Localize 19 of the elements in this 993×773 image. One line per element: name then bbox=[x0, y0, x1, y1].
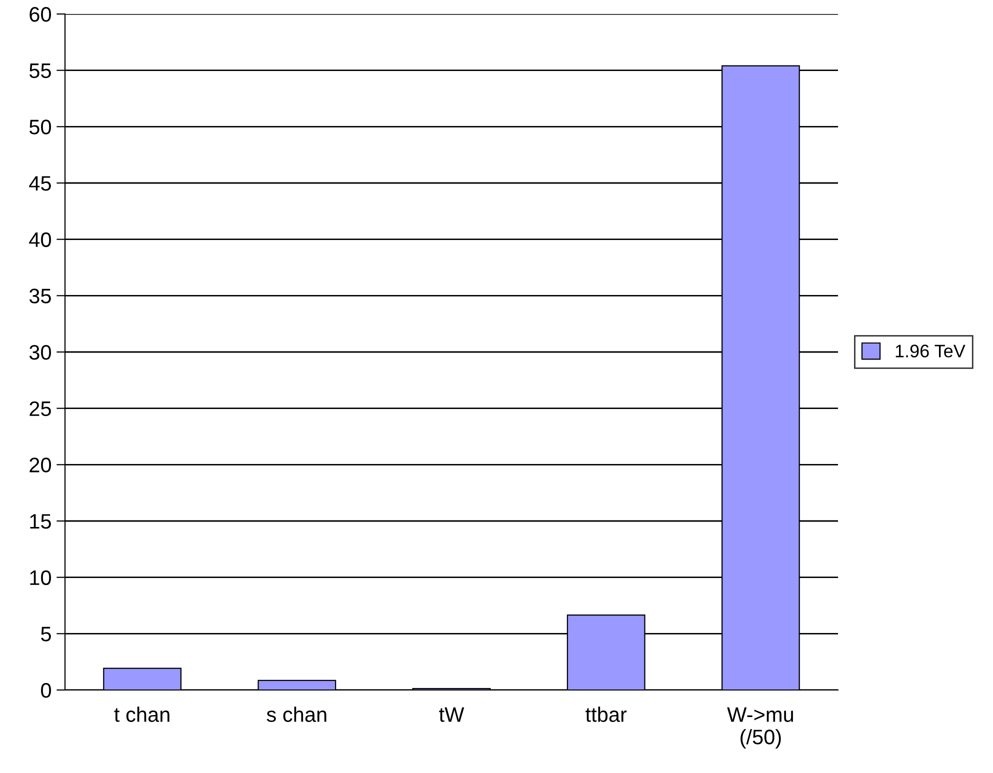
x-tick-label: s chan bbox=[266, 706, 326, 722]
y-tick-label: 30 bbox=[29, 345, 51, 360]
y-tick-label: 60 bbox=[30, 7, 51, 22]
y-tick-label: 50 bbox=[29, 120, 51, 134]
y-tick-label: 35 bbox=[29, 288, 51, 304]
y-tick-label: 40 bbox=[29, 232, 51, 248]
y-tick-label: 55 bbox=[29, 64, 51, 78]
y-tick-label: 5 bbox=[41, 626, 51, 642]
y-tick-label: 10 bbox=[30, 570, 51, 586]
y-tick-label: 25 bbox=[30, 401, 51, 416]
x-tick-label: t chan bbox=[114, 706, 170, 722]
y-tick-label: 15 bbox=[30, 514, 51, 529]
legend-label: 1.96 TeV bbox=[896, 344, 966, 358]
x-tick-label: W->mu (/50) bbox=[727, 707, 793, 749]
y-tick-label: 0 bbox=[41, 683, 51, 698]
y-tick-label: 20 bbox=[30, 458, 51, 472]
x-tick-label: ttbar bbox=[586, 706, 627, 722]
x-tick-label: tW bbox=[439, 707, 464, 722]
y-tick-label: 45 bbox=[29, 176, 51, 191]
